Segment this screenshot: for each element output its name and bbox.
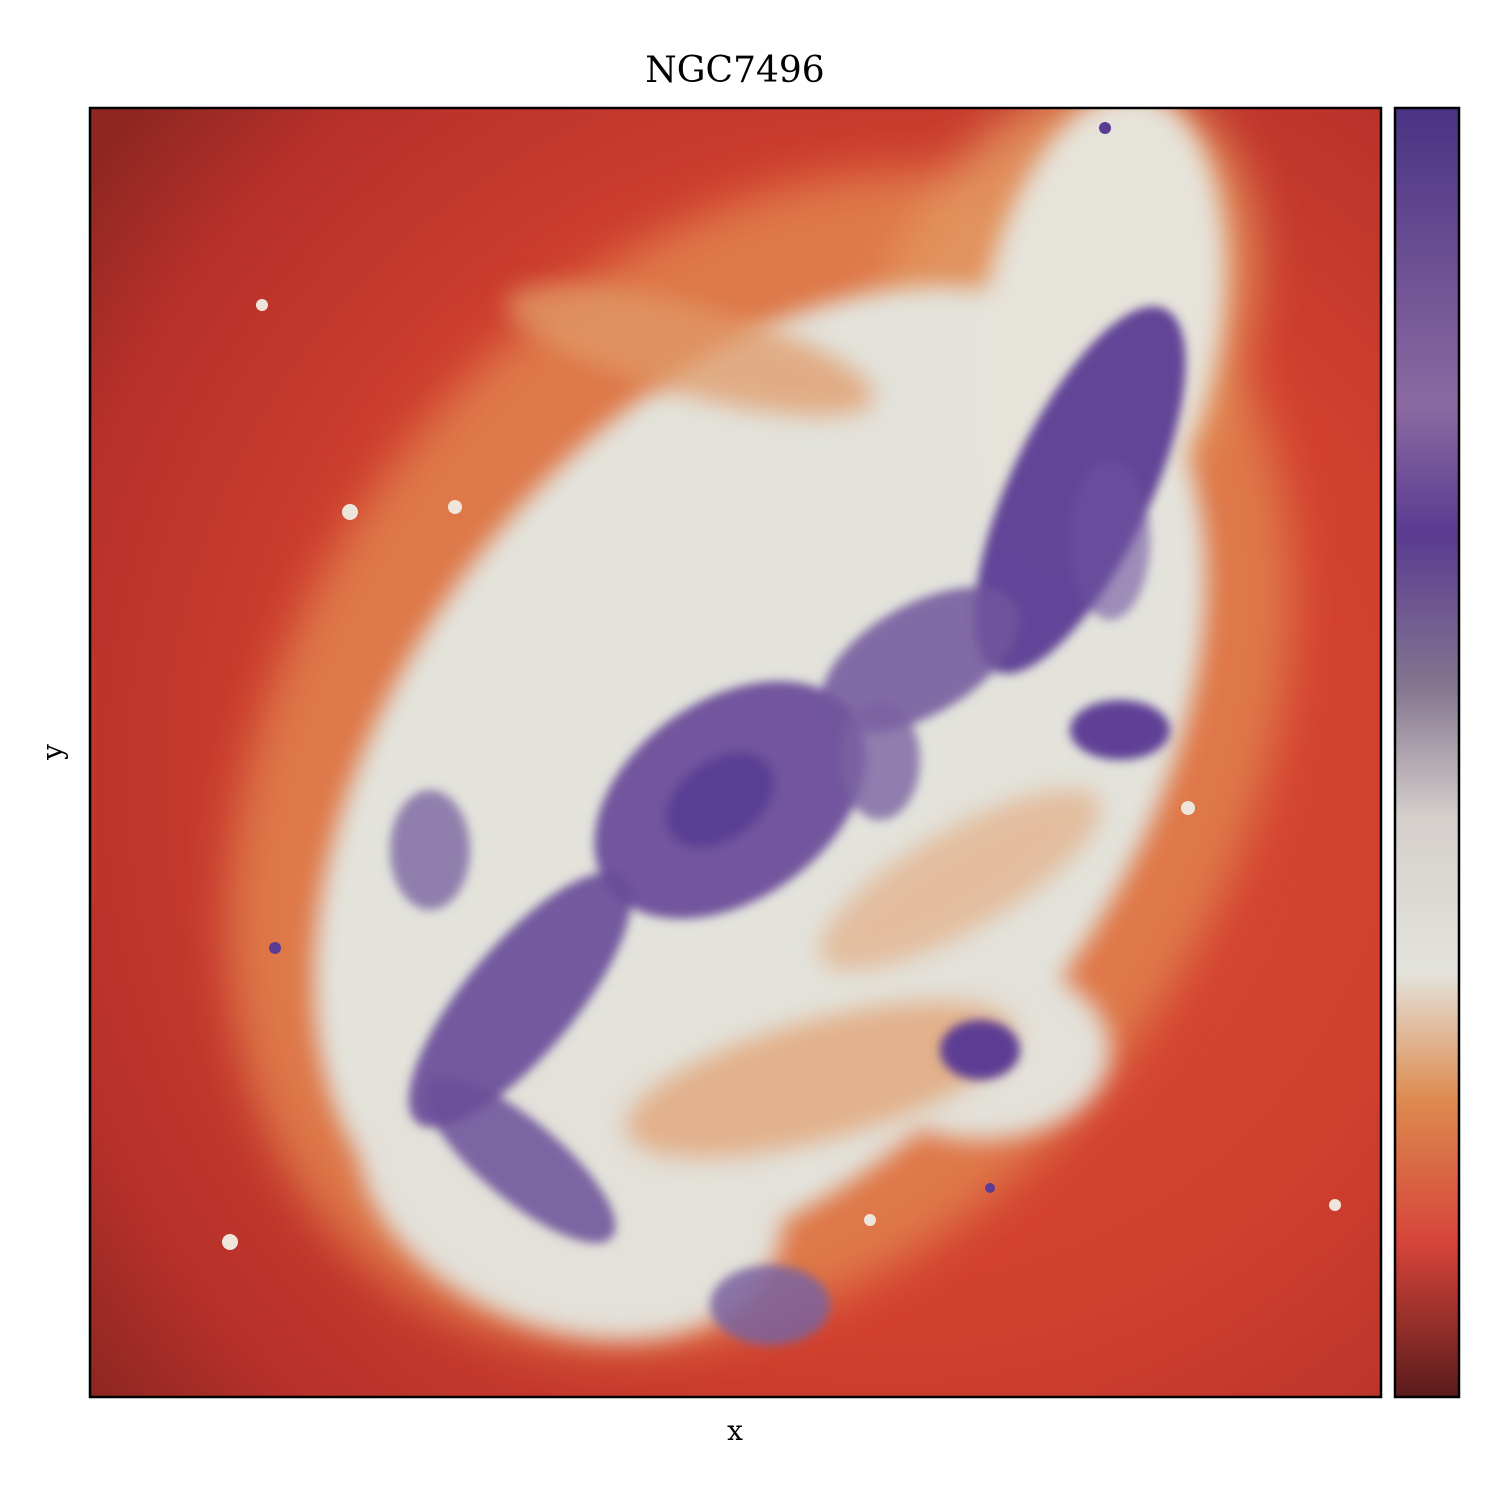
y-axis-label: y	[36, 744, 69, 761]
colorbar-frame	[1393, 106, 1461, 1399]
orange-inner-arms	[506, 284, 1101, 1158]
x-axis-label: x	[727, 1414, 743, 1447]
purple-arms	[390, 306, 1186, 1345]
bright-knots	[222, 122, 1341, 1250]
heatmap-image	[90, 108, 1381, 1397]
colorbar-gradient	[1395, 108, 1459, 1397]
chart-title: NGC7496	[645, 50, 824, 91]
plot-frame	[88, 106, 1383, 1399]
colorbar	[1393, 106, 1461, 1399]
